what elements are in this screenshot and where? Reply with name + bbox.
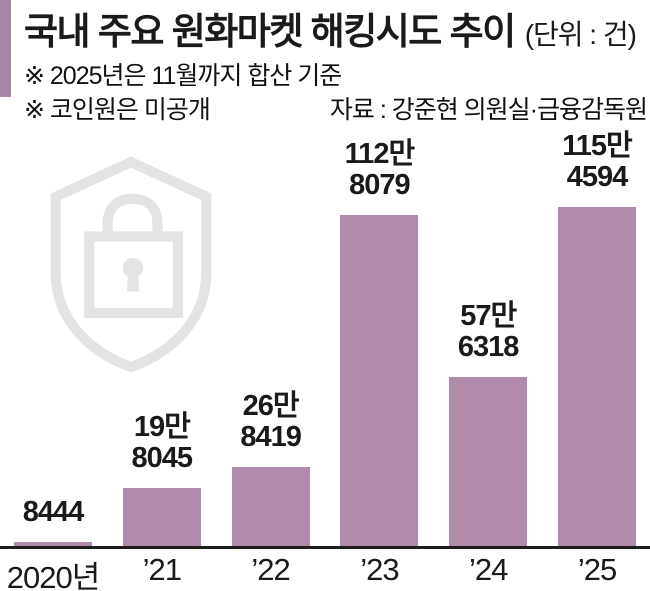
footnote-2025: ※ 2025년은 11월까지 합산 기준 (24, 62, 342, 90)
footnote-row: ※ 코인원은 미공개 자료 : 강준현 의원실·금융감독원 (24, 90, 648, 126)
x-axis-line (0, 546, 650, 549)
footnote-coinone: ※ 코인원은 미공개 (24, 96, 211, 124)
bar-2020년 (14, 542, 92, 546)
title-accent-bar (0, 0, 11, 97)
chart-header: 국내 주요 원화마켓 해킹시도 추이 (단위 : 건) (24, 1, 648, 55)
x-axis-label: ’23 (360, 552, 399, 587)
chart-title: 국내 주요 원화마켓 해킹시도 추이 (24, 11, 516, 52)
x-axis-label: ’21 (142, 552, 182, 587)
bar-’25 (558, 207, 636, 546)
unit-label: (단위 : 건) (524, 19, 637, 50)
bar-’24 (449, 377, 528, 546)
bar-value-label: 57만 6318 (457, 300, 520, 363)
bar-value-label: 115만 4594 (562, 130, 632, 193)
bar-value-label: 112만 8079 (344, 138, 415, 201)
shield-lock-watermark-icon (50, 156, 212, 372)
x-axis-label: ’25 (577, 552, 617, 587)
bar-’21 (122, 488, 201, 546)
x-axis-label: ’24 (469, 552, 508, 587)
x-axis-label: ’22 (251, 552, 290, 587)
bar-value-label: 19만 8045 (131, 411, 194, 474)
bar-value-label: 8444 (22, 496, 85, 528)
bar-’23 (340, 215, 419, 546)
bar-value-label: 26만 8419 (240, 390, 302, 453)
x-axis-label: 2020년 (6, 560, 100, 591)
bar-’22 (231, 467, 310, 546)
data-source: 자료 : 강준현 의원실·금융감독원 (329, 96, 648, 124)
